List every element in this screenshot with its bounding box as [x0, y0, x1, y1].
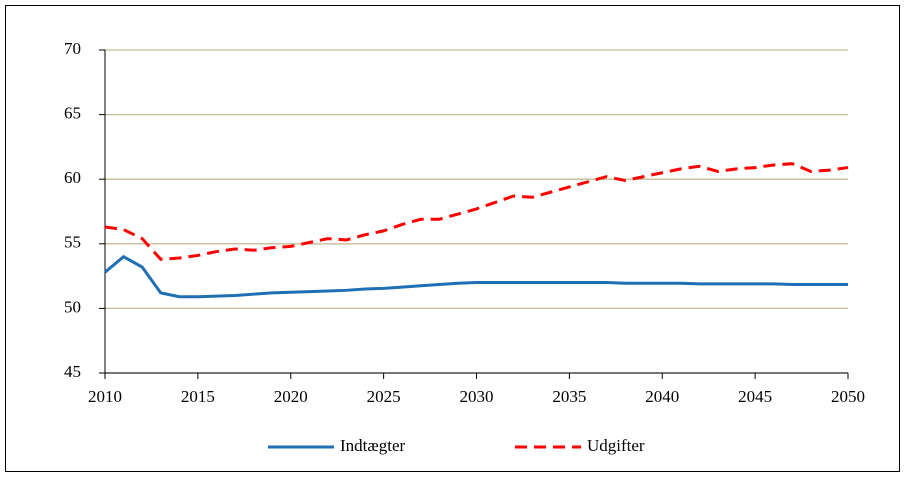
x-tick-label: 2020 — [274, 387, 308, 406]
x-tick-label: 2010 — [88, 387, 122, 406]
y-tick-label: 60 — [64, 168, 81, 187]
y-tick-label: 55 — [64, 233, 81, 252]
y-tick-label: 65 — [64, 104, 81, 123]
legend-label: Indtægter — [340, 436, 405, 455]
x-tick-label: 2050 — [831, 387, 865, 406]
x-tick-label: 2025 — [367, 387, 401, 406]
y-tick-label: 45 — [64, 362, 81, 381]
x-tick-label: 2035 — [552, 387, 586, 406]
y-tick-label: 50 — [64, 297, 81, 316]
legend-label: Udgifter — [587, 436, 645, 455]
series-line — [104, 254, 848, 299]
y-tick-label: 70 — [64, 39, 81, 58]
x-tick-label: 2015 — [181, 387, 215, 406]
x-tick-label: 2030 — [460, 387, 494, 406]
x-tick-label: 2045 — [738, 387, 772, 406]
x-tick-label: 2040 — [645, 387, 679, 406]
chart-border — [5, 5, 900, 472]
series-line — [104, 162, 849, 261]
